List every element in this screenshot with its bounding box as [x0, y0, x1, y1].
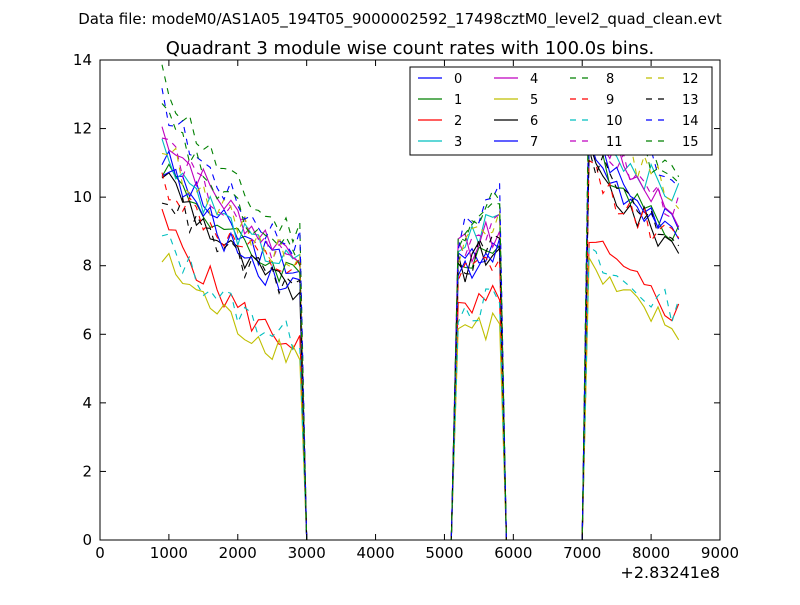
legend-label-0: 0 [454, 72, 462, 87]
series-line-12 [161, 110, 680, 541]
chart-title: Quadrant 3 module wise count rates with … [166, 38, 655, 59]
plot-frame [99, 59, 721, 541]
x-axis: 0 1000 2000 3000 4000 5000 6000 7000 8000 9000 [95, 60, 739, 562]
legend-label-14: 14 [682, 114, 699, 129]
legend-label-10: 10 [606, 114, 623, 129]
x-tick-label: 8000 [632, 544, 670, 562]
series-line-15 [161, 71, 680, 541]
legend-label-13: 13 [682, 93, 699, 108]
legend-label-1: 1 [454, 93, 462, 108]
y-tick-label: 12 [73, 120, 92, 138]
y-tick-label: 14 [73, 51, 92, 69]
x-tick-label: 9000 [701, 544, 739, 562]
series-line-10 [161, 233, 680, 541]
x-tick-label: 6000 [494, 544, 532, 562]
series-line-1 [161, 121, 680, 541]
y-tick-label: 0 [82, 531, 92, 549]
series-line-5 [161, 252, 680, 541]
series-line-4 [161, 109, 680, 541]
x-tick-label: 1000 [150, 544, 188, 562]
x-tick-label: 0 [95, 544, 105, 562]
series-line-11 [161, 106, 680, 541]
series-line-2 [161, 208, 680, 541]
legend-box [409, 66, 713, 156]
x-tick-label: 5000 [425, 544, 463, 562]
series-line-0 [161, 138, 680, 541]
x-tick-label: 7000 [563, 544, 601, 562]
legend-label-6: 6 [530, 114, 538, 129]
legend-label-8: 8 [606, 72, 614, 87]
series-line-6 [161, 141, 680, 541]
legend-label-4: 4 [530, 72, 538, 87]
x-offset-label: +2.83241e8 [620, 563, 720, 582]
legend-label-9: 9 [606, 93, 614, 108]
series-line-13 [161, 148, 680, 541]
legend-label-15: 15 [682, 135, 699, 150]
legend-label-5: 5 [530, 93, 538, 108]
y-tick-label: 2 [82, 462, 92, 480]
y-tick-label: 8 [82, 257, 92, 275]
y-tick-label: 4 [82, 394, 92, 412]
legend-label-12: 12 [682, 72, 699, 87]
series-line-7 [161, 137, 680, 541]
legend-label-3: 3 [454, 135, 462, 150]
x-tick-label: 2000 [219, 544, 257, 562]
x-tick-label: 3000 [288, 544, 326, 562]
series-line-3 [161, 122, 680, 541]
y-tick-label: 10 [73, 188, 92, 206]
y-tick-label: 6 [82, 325, 92, 343]
x-tick-label: 4000 [356, 544, 394, 562]
legend-label-7: 7 [530, 135, 538, 150]
legend-label-11: 11 [606, 135, 623, 150]
legend-label-2: 2 [454, 114, 462, 129]
chart-suptitle: Data file: modeM0/AS1A05_194T05_90000025… [78, 10, 722, 29]
series-line-14 [161, 87, 680, 541]
